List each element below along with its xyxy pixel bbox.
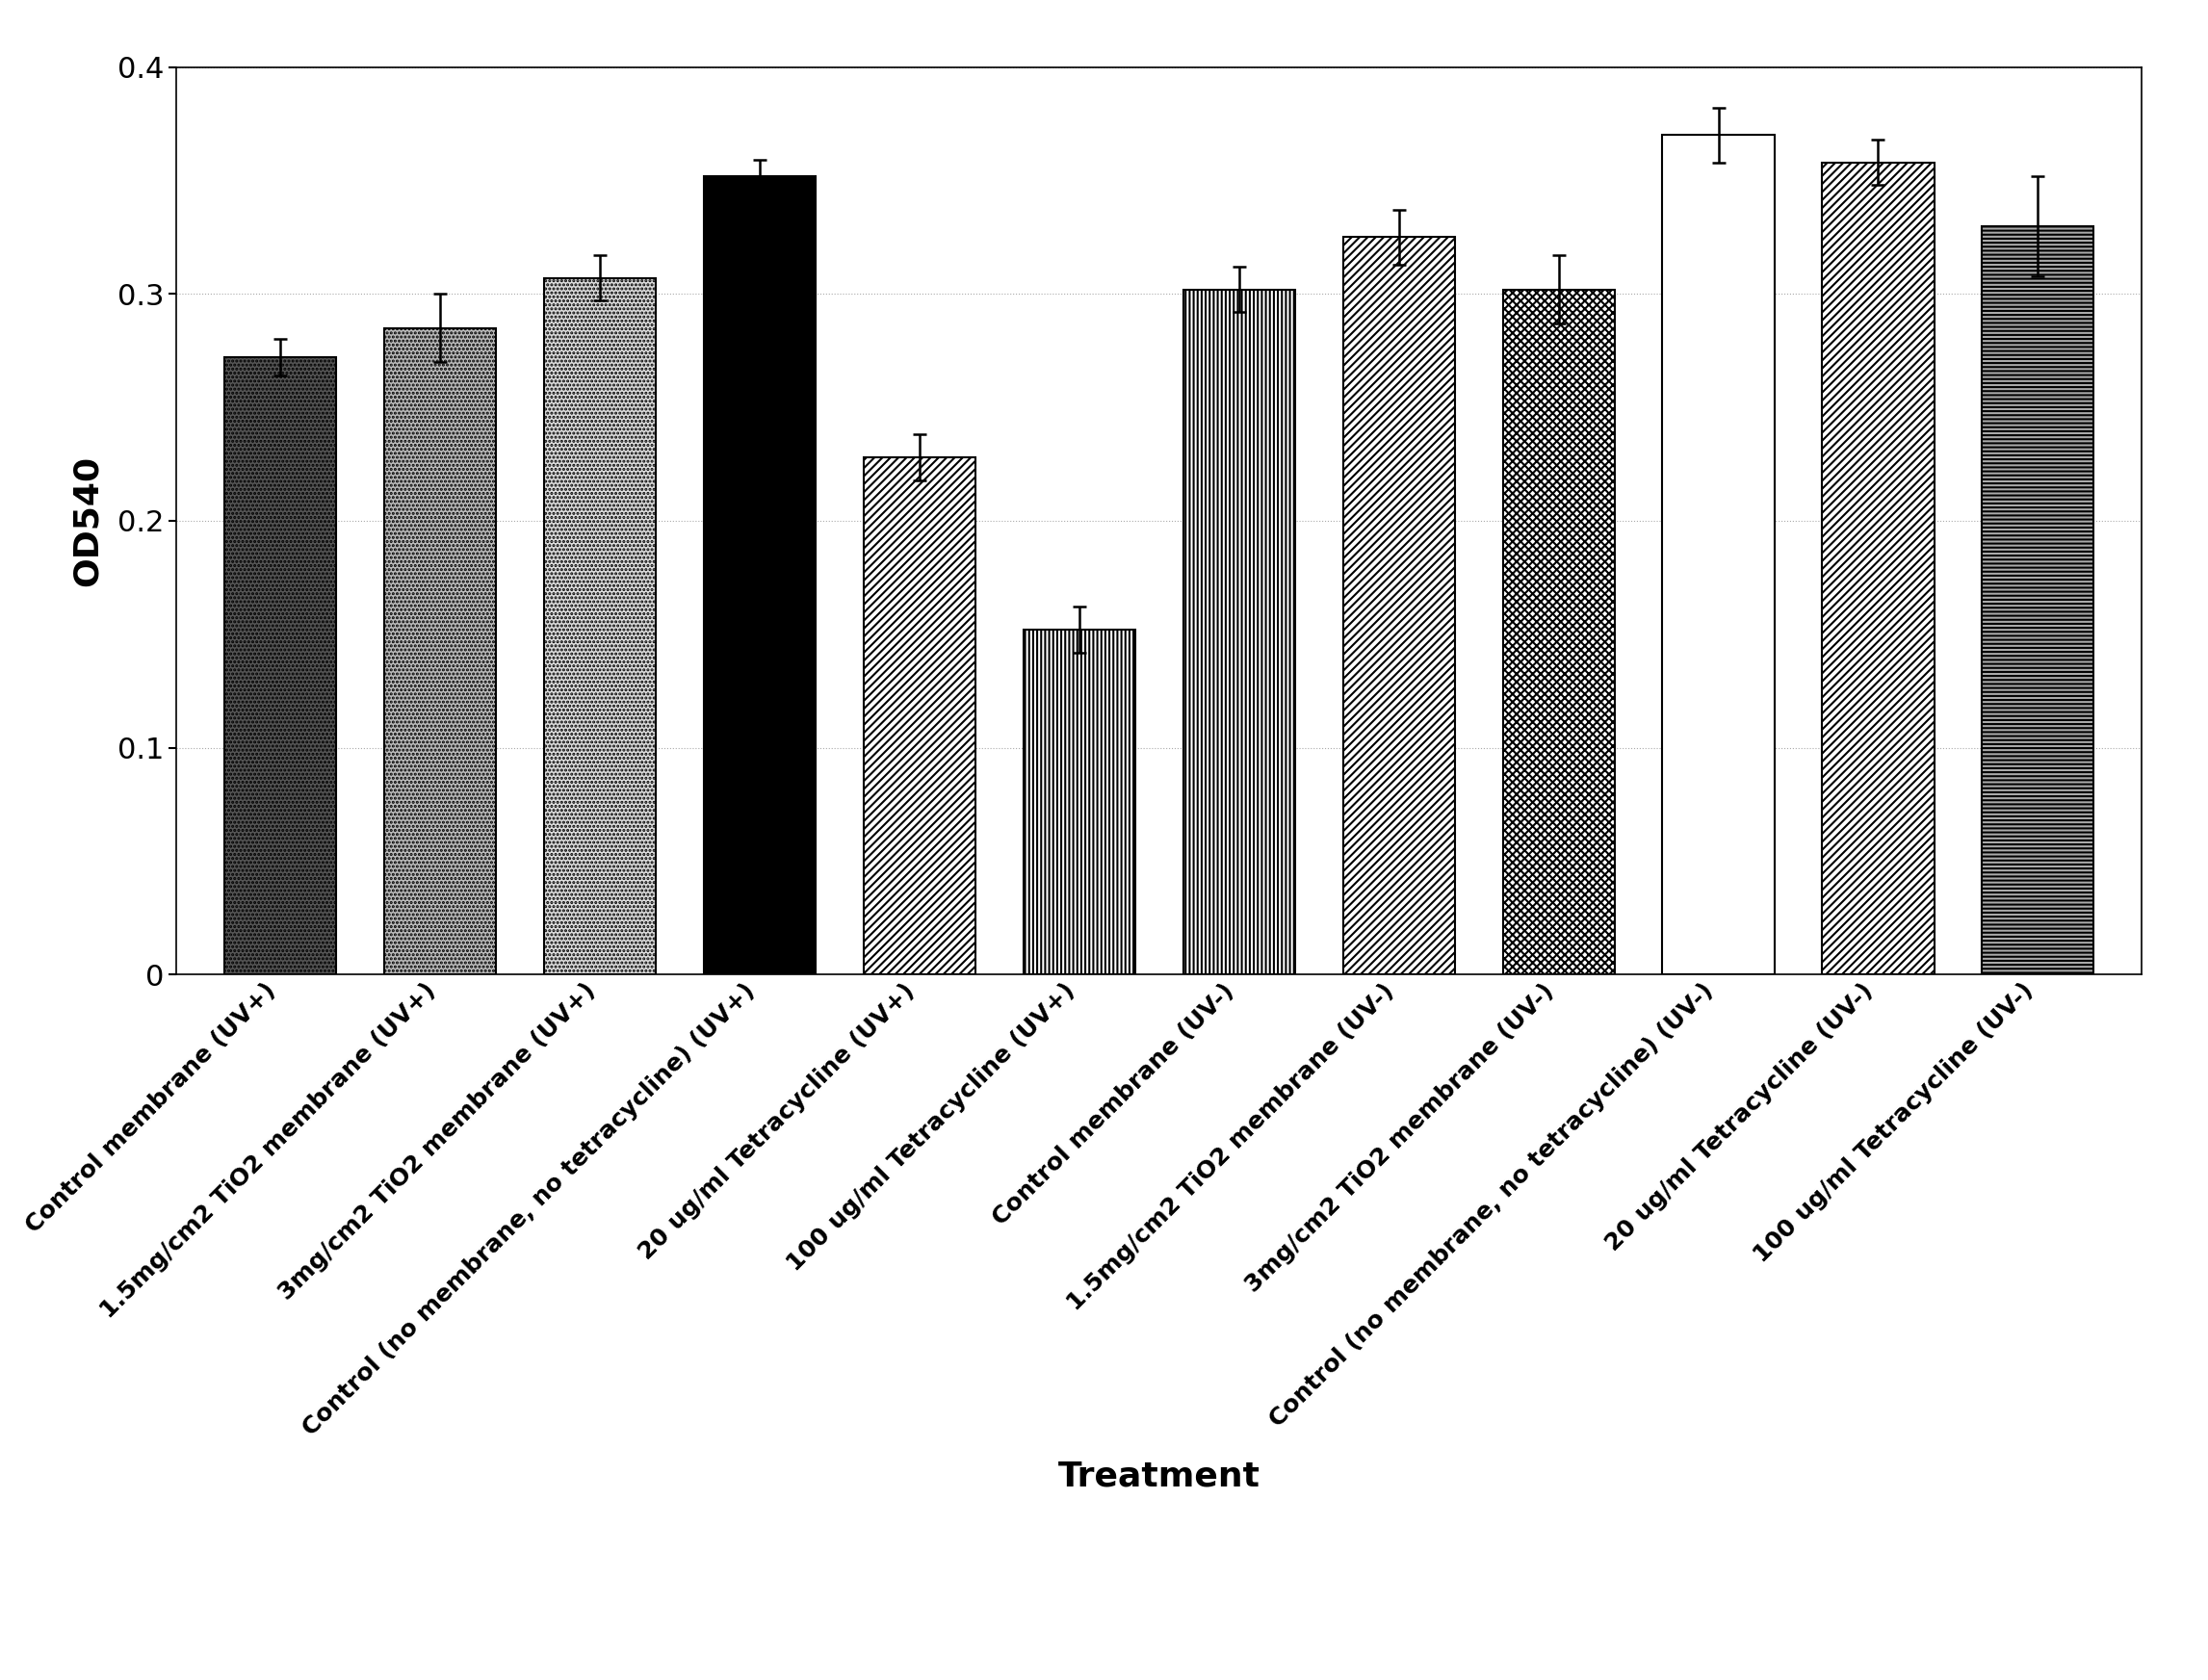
Y-axis label: OD540: OD540 [71,455,104,586]
Bar [1022,630,1135,974]
Bar [704,176,815,974]
Bar [1663,136,1775,974]
Bar [863,457,976,974]
Bar [543,279,656,974]
Bar [225,358,336,974]
Bar [1342,237,1455,974]
Bar [384,328,497,974]
Bar [1822,163,1934,974]
Bar [1183,289,1296,974]
X-axis label: Treatment: Treatment [1058,1460,1261,1494]
Bar [1983,225,2093,974]
Bar [1504,289,1614,974]
